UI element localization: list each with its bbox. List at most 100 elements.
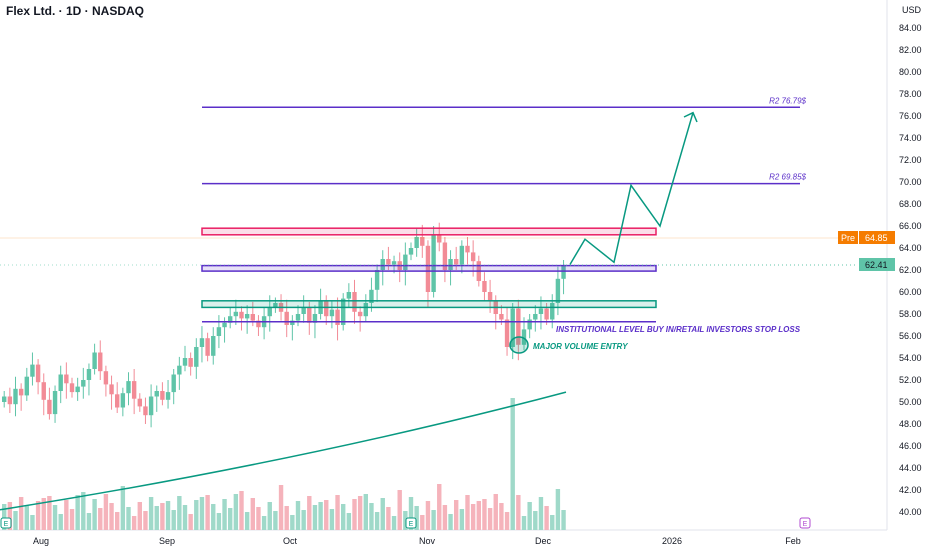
volume-bar bbox=[273, 511, 278, 530]
candle-body bbox=[324, 300, 329, 317]
candle-body bbox=[13, 388, 18, 405]
y-tick-label: 56.00 bbox=[899, 331, 922, 341]
y-tick-label: 50.00 bbox=[899, 397, 922, 407]
volume-bar bbox=[267, 502, 272, 530]
volume-bar bbox=[454, 500, 459, 530]
candle-body bbox=[30, 364, 35, 377]
candle-body bbox=[425, 245, 431, 292]
candle-body bbox=[41, 382, 46, 400]
volume-bar bbox=[510, 398, 515, 530]
volume-bar bbox=[278, 485, 284, 530]
volume-bar bbox=[386, 507, 391, 530]
y-tick-label: 78.00 bbox=[899, 89, 922, 99]
candle-body bbox=[47, 399, 52, 415]
candle-body bbox=[239, 311, 244, 319]
candle-body bbox=[470, 252, 476, 262]
candle-body bbox=[7, 396, 13, 405]
candle-body bbox=[154, 391, 159, 397]
volume-bar bbox=[391, 516, 397, 530]
candle-body bbox=[408, 248, 414, 255]
y-tick-label: 66.00 bbox=[899, 221, 922, 231]
candle-body bbox=[380, 259, 385, 270]
earnings-marker-icon bbox=[799, 517, 811, 529]
volume-bar bbox=[233, 494, 239, 530]
candle-body bbox=[18, 388, 24, 396]
candle-body bbox=[205, 338, 210, 356]
candle-body bbox=[92, 352, 97, 369]
volume-bar bbox=[448, 514, 453, 530]
x-tick-label: Aug bbox=[33, 536, 49, 546]
chart-title: Flex Ltd. · 1D · NASDAQ bbox=[6, 4, 145, 18]
x-tick-label: Dec bbox=[535, 536, 552, 546]
volume-bar bbox=[527, 502, 532, 530]
volume-bar bbox=[261, 516, 267, 530]
y-tick-label: 68.00 bbox=[899, 199, 922, 209]
earnings-marker-icon bbox=[0, 517, 12, 529]
volume-bar bbox=[346, 513, 352, 530]
y-tick-label: 82.00 bbox=[899, 45, 922, 55]
candle-body bbox=[81, 380, 86, 387]
volume-bar bbox=[24, 506, 29, 530]
y-tick-label: 64.00 bbox=[899, 243, 922, 253]
x-tick-label: Nov bbox=[419, 536, 436, 546]
candle-body bbox=[403, 254, 408, 270]
volume-bar bbox=[533, 511, 538, 530]
volume-bar bbox=[250, 498, 255, 530]
volume-bar bbox=[103, 494, 109, 530]
candle-body bbox=[312, 314, 318, 323]
volume-bar bbox=[126, 507, 131, 530]
y-tick-label: 60.00 bbox=[899, 287, 922, 297]
candle-body bbox=[459, 245, 465, 265]
candle-body bbox=[284, 311, 289, 325]
y-tick-label: 72.00 bbox=[899, 155, 922, 165]
volume-bar bbox=[420, 515, 425, 530]
volume-bar bbox=[504, 512, 510, 530]
volume-bar bbox=[7, 502, 13, 530]
volume-bar bbox=[363, 494, 368, 530]
price-zone bbox=[201, 264, 657, 272]
candle-body bbox=[131, 381, 137, 399]
volume-bar bbox=[216, 513, 222, 530]
volume-bar bbox=[64, 500, 69, 530]
candle-body bbox=[374, 270, 380, 290]
y-tick-label: 74.00 bbox=[899, 133, 922, 143]
premarket-price-tag bbox=[859, 231, 895, 244]
candle-body bbox=[352, 292, 357, 312]
candle-body bbox=[295, 314, 301, 321]
candle-body bbox=[228, 316, 233, 323]
y-tick-label: 58.00 bbox=[899, 309, 922, 319]
resistance-level-label: R2 69.85$ bbox=[769, 173, 806, 182]
volume-bar bbox=[13, 511, 18, 530]
candle-body bbox=[504, 319, 510, 347]
candle-body bbox=[420, 237, 425, 246]
volume-bar bbox=[109, 503, 114, 530]
volume-bar bbox=[442, 505, 448, 530]
y-tick-label: 42.00 bbox=[899, 485, 922, 495]
y-tick-label: 80.00 bbox=[899, 67, 922, 77]
volume-bar bbox=[380, 498, 385, 530]
volume-bar bbox=[521, 516, 527, 530]
volume-bar bbox=[487, 508, 493, 530]
y-tick-label: 48.00 bbox=[899, 419, 922, 429]
volume-bar bbox=[86, 513, 92, 530]
volume-bar bbox=[228, 508, 233, 530]
volume-bar bbox=[324, 500, 329, 530]
candle-body bbox=[160, 391, 165, 400]
last-price-value: 62.41 bbox=[865, 260, 888, 270]
earnings-marker-letter: E bbox=[803, 521, 808, 528]
volume-bar bbox=[414, 506, 419, 530]
y-tick-label: 62.00 bbox=[899, 265, 922, 275]
volume-bar bbox=[244, 512, 250, 530]
candle-body bbox=[482, 281, 487, 292]
candle-body bbox=[69, 383, 75, 393]
volume-bar bbox=[425, 501, 431, 530]
x-tick-label: Sep bbox=[159, 536, 175, 546]
candle-body bbox=[52, 391, 58, 415]
candle-body bbox=[516, 308, 521, 345]
volume-bar bbox=[182, 505, 188, 530]
y-tick-label: 44.00 bbox=[899, 463, 922, 473]
volume-bar bbox=[205, 495, 210, 530]
volume-bar bbox=[2, 504, 7, 530]
